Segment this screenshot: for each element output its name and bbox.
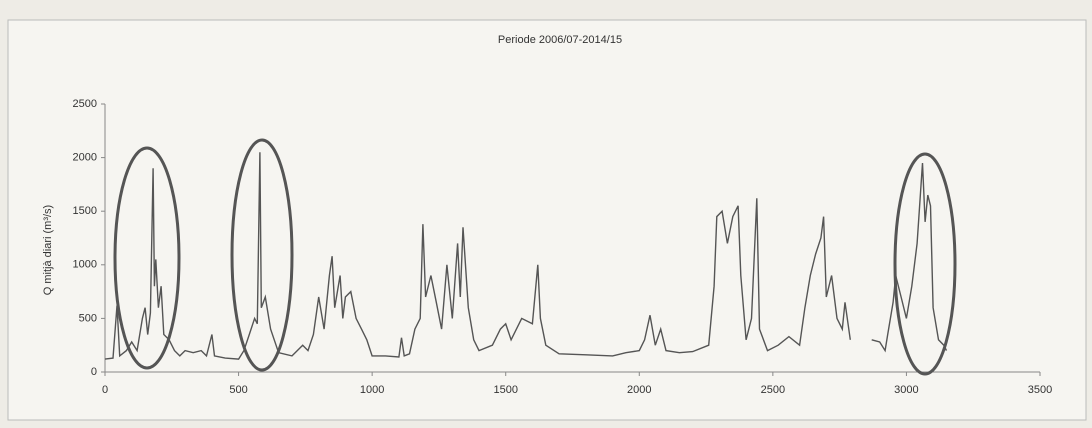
x-tick-label: 3000 (894, 384, 918, 396)
y-tick-label: 2500 (73, 98, 97, 110)
highlight-ellipse (113, 146, 181, 370)
y-tick-label: 1500 (73, 205, 97, 217)
chart-title: Periode 2006/07-2014/15 (498, 34, 622, 46)
data-line (104, 152, 948, 360)
x-tick-label: 2000 (627, 384, 651, 396)
x-tick-label: 0 (102, 384, 108, 396)
highlight-ellipse (893, 152, 957, 376)
highlight-ellipse (230, 138, 294, 372)
x-tick-label: 3500 (1028, 384, 1052, 396)
x-tick-label: 2500 (761, 384, 785, 396)
x-tick-label: 1500 (493, 384, 517, 396)
y-tick-label: 500 (79, 312, 97, 324)
chart-frame (7, 19, 1087, 421)
y-axis-label: Q mitjà diari (m³/s) (42, 205, 54, 295)
annotations (113, 138, 957, 376)
x-tick-label: 500 (229, 384, 247, 396)
y-tick-label: 2000 (73, 152, 97, 164)
y-tick-label: 1000 (73, 259, 97, 271)
y-tick-label: 0 (91, 366, 97, 378)
x-tick-label: 1000 (360, 384, 384, 396)
